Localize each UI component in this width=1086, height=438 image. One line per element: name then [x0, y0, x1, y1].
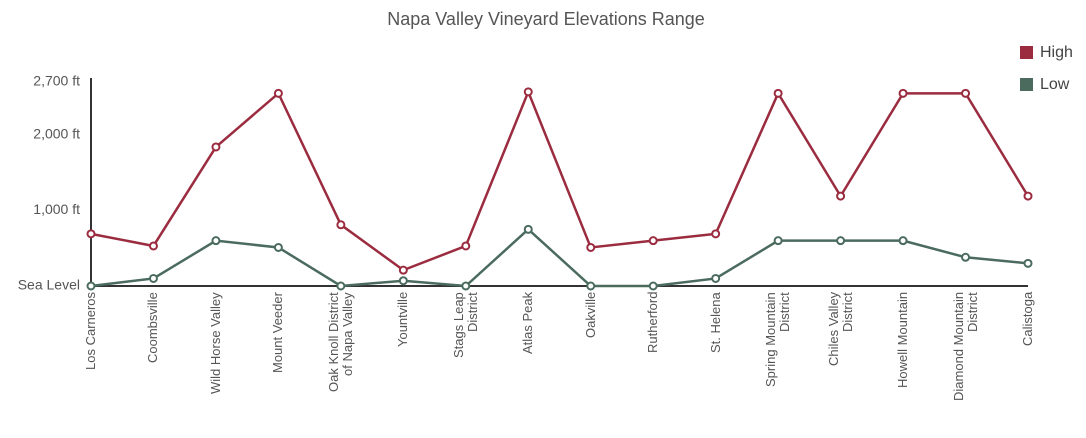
- x-tick-label: Atlas Peak: [520, 292, 536, 355]
- y-tick-label: Sea Level: [18, 277, 80, 293]
- point: [773, 236, 783, 246]
- point: [523, 224, 533, 234]
- point: [148, 241, 158, 251]
- series-line: [90, 88, 1030, 272]
- x-tick-label: Oakville: [582, 292, 598, 339]
- point: [273, 88, 283, 98]
- x-tick-label: Calistoga: [1020, 292, 1035, 347]
- point: [148, 273, 158, 283]
- point: [711, 273, 721, 283]
- y-tick-label: 2,000 ft: [33, 126, 80, 142]
- point: [898, 236, 908, 246]
- point: [336, 220, 346, 230]
- point: [86, 281, 96, 291]
- point: [711, 229, 721, 239]
- point: [648, 236, 658, 246]
- point: [211, 236, 221, 246]
- point: [961, 252, 971, 262]
- point: [336, 281, 346, 291]
- point: [586, 281, 596, 291]
- x-tick-label: Mount Veeder: [270, 292, 286, 373]
- y-tick-label: 1,000 ft: [33, 201, 80, 217]
- point: [648, 281, 658, 291]
- chart-title: Napa Valley Vineyard Elevations Range: [387, 9, 705, 29]
- series-line: [90, 227, 1029, 288]
- x-tick-label: Spring Mountain District: [763, 292, 793, 387]
- point: [523, 87, 533, 97]
- point: [398, 265, 408, 275]
- point: [86, 229, 96, 239]
- point: [1023, 191, 1033, 201]
- x-tick-label: Wild Horse Valley: [207, 292, 223, 394]
- x-tick-label: Chiles Valley District: [825, 292, 855, 367]
- point: [398, 276, 408, 286]
- legend-label: High: [1040, 44, 1073, 61]
- y-tick-label: 2,700 ft: [33, 73, 80, 89]
- x-tick-label: Coombsville: [145, 292, 161, 363]
- point: [898, 88, 908, 98]
- point: [773, 88, 783, 98]
- point: [836, 191, 846, 201]
- x-tick-label: Yountville: [395, 292, 411, 348]
- legend-swatch: [1020, 46, 1033, 59]
- point: [211, 142, 221, 152]
- x-tick-label: Diamond Mountain District: [950, 292, 980, 402]
- x-tick-label: Rutherford: [645, 292, 661, 354]
- legend-swatch: [1020, 78, 1033, 91]
- point: [586, 242, 596, 252]
- point: [461, 241, 471, 251]
- point: [1023, 258, 1033, 268]
- x-tick-label: Los Carneros: [83, 292, 98, 371]
- point: [836, 236, 846, 246]
- x-tick-label: Stags Leap District: [450, 292, 480, 358]
- point: [461, 281, 471, 291]
- x-tick-label: St. Helena: [707, 292, 723, 353]
- x-tick-label: Oak Knoll District of Napa Valley: [325, 292, 355, 392]
- point: [961, 88, 971, 98]
- legend-label: Low: [1040, 76, 1070, 93]
- x-tick-label: Howell Mountain: [895, 292, 911, 389]
- point: [273, 242, 283, 252]
